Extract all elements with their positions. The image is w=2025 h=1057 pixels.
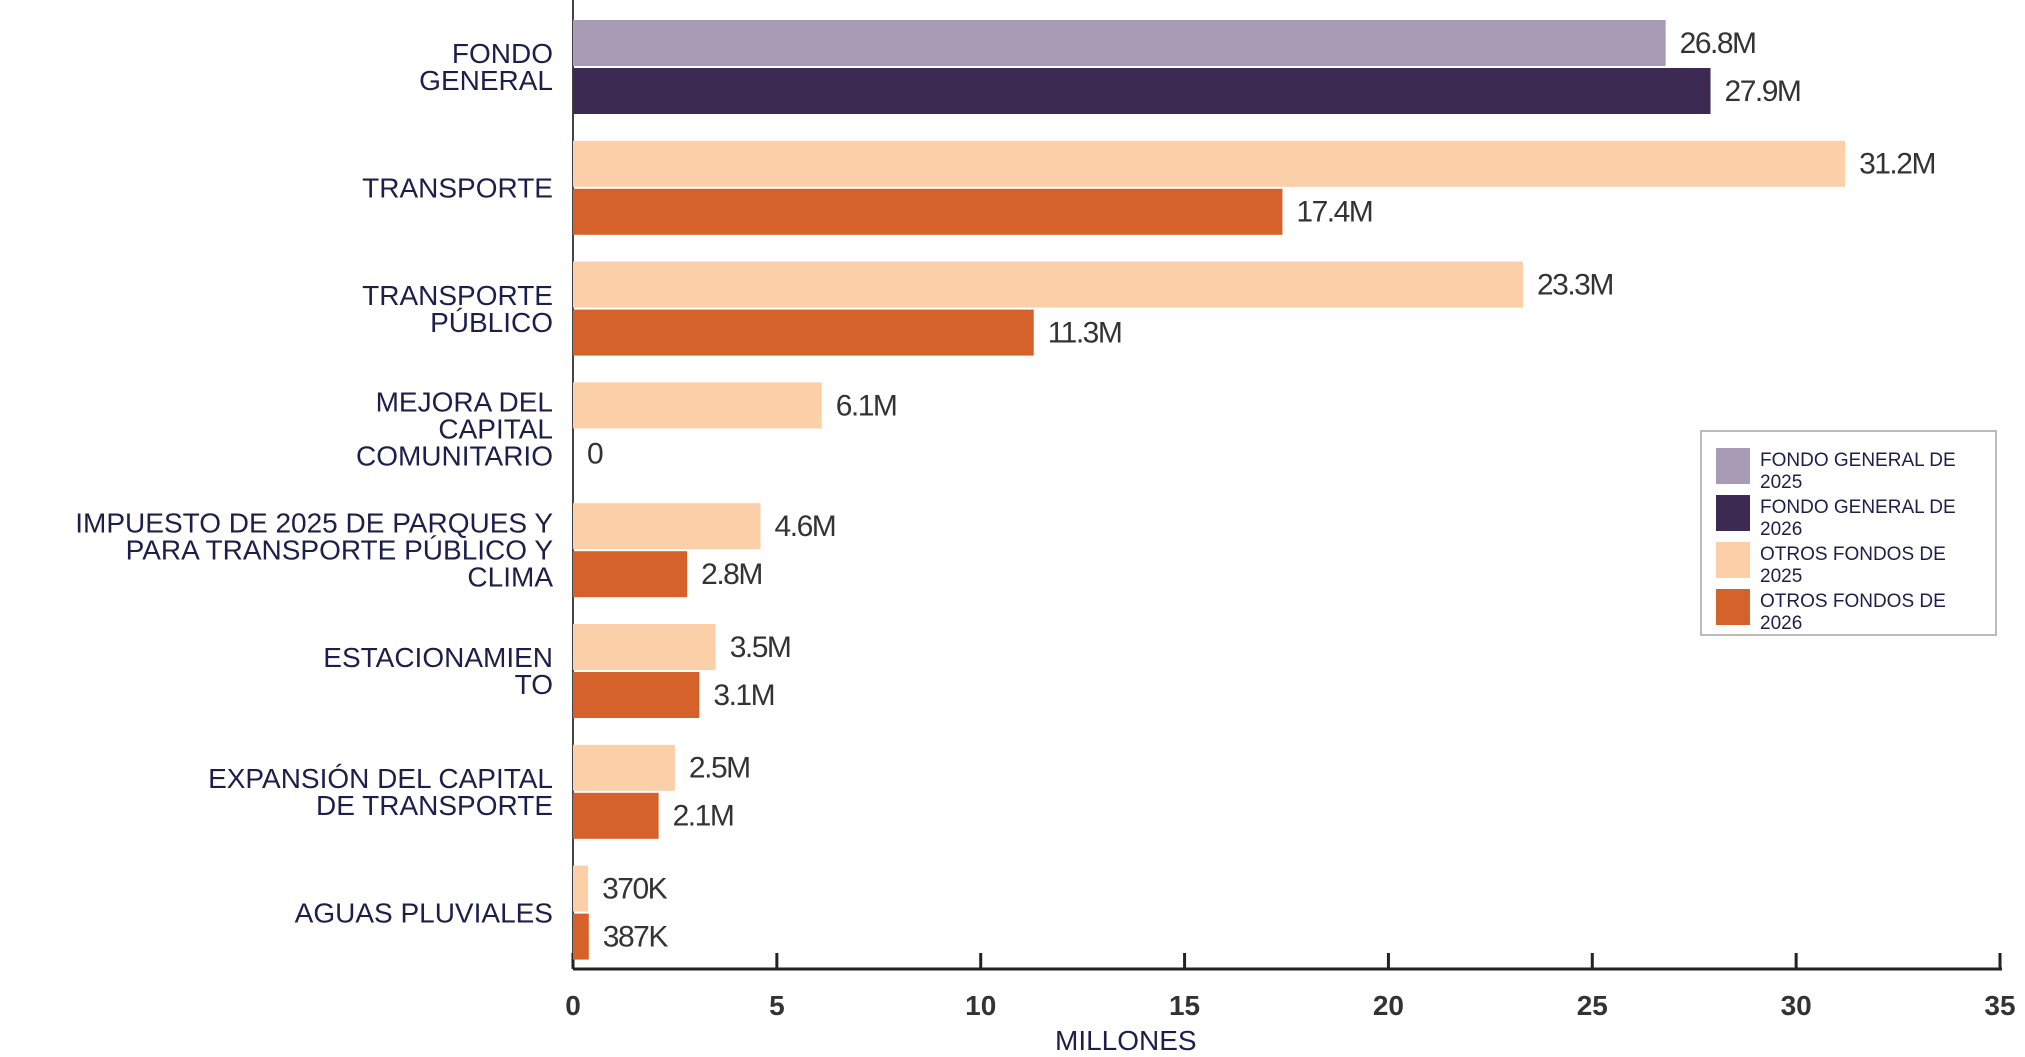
x-tick-label: 0 xyxy=(565,990,581,1021)
category-label: TRANSPORTE PÚBLICO xyxy=(362,279,553,338)
x-tick-label: 10 xyxy=(965,990,996,1021)
value-label: 23.3M xyxy=(1537,269,1613,302)
value-label: 3.1M xyxy=(713,679,774,712)
value-label: 2.1M xyxy=(673,800,734,833)
category-label: AGUAS PLUVIALES xyxy=(294,897,553,929)
legend-label: FONDO GENERAL DE 2026 xyxy=(1760,497,1956,540)
value-label: 370K xyxy=(602,873,668,906)
value-label: 11.3M xyxy=(1048,317,1122,350)
category-label: TRANSPORTE xyxy=(362,172,553,204)
bar xyxy=(573,913,589,960)
bar xyxy=(573,20,1666,66)
bar xyxy=(573,551,688,598)
value-label: 2.8M xyxy=(701,558,762,591)
legend: FONDO GENERAL DE 2025 FONDO GENERAL DE 20… xyxy=(1700,430,1997,636)
x-tick-label: 25 xyxy=(1577,990,1608,1021)
bar xyxy=(573,382,822,429)
value-label: 2.5M xyxy=(689,752,750,785)
x-tick-label: 15 xyxy=(1169,990,1200,1021)
bar xyxy=(573,68,1711,114)
bar xyxy=(573,261,1523,308)
bar xyxy=(573,865,589,912)
bar xyxy=(573,624,716,670)
legend-swatch xyxy=(1716,448,1750,484)
value-label: 26.8M xyxy=(1680,27,1756,60)
legend-label: OTROS FONDOS DE 2026 xyxy=(1760,591,1946,634)
value-label: 0 xyxy=(587,437,603,470)
value-label: 387K xyxy=(603,921,669,954)
value-label: 6.1M xyxy=(836,389,897,422)
category-label: IMPUESTO DE 2025 DE PARQUES Y PARA TRANS… xyxy=(75,507,553,593)
category-label: EXPANSIÓN DEL CAPITAL DE TRANSPORTE xyxy=(208,762,553,821)
bar xyxy=(573,309,1034,356)
category-label: FONDO GENERAL xyxy=(419,38,553,96)
bar xyxy=(573,792,659,839)
bar xyxy=(573,744,675,791)
legend-label: FONDO GENERAL DE 2025 xyxy=(1760,450,1956,493)
legend-swatch xyxy=(1716,589,1750,625)
value-label: 17.4M xyxy=(1296,196,1372,229)
legend-label: OTROS FONDOS DE 2025 xyxy=(1760,544,1946,587)
legend-swatch xyxy=(1716,495,1750,531)
bar xyxy=(573,503,761,550)
x-axis-label: MILLONES xyxy=(1055,1025,1197,1056)
x-tick-label: 30 xyxy=(1781,990,1812,1021)
value-label: 27.9M xyxy=(1725,75,1801,108)
category-label: ESTACIONAMIEN TO xyxy=(323,642,553,700)
x-tick-label: 5 xyxy=(769,990,785,1021)
bar xyxy=(573,140,1846,187)
value-label: 31.2M xyxy=(1859,148,1935,181)
bar xyxy=(573,188,1283,235)
x-tick-label: 35 xyxy=(1984,990,2015,1021)
legend-swatch xyxy=(1716,542,1750,578)
x-tick-label: 20 xyxy=(1373,990,1404,1021)
category-label: MEJORA DEL CAPITAL COMUNITARIO xyxy=(355,386,553,472)
value-label: 4.6M xyxy=(775,510,836,543)
bar xyxy=(573,672,700,718)
value-label: 3.5M xyxy=(730,631,791,664)
